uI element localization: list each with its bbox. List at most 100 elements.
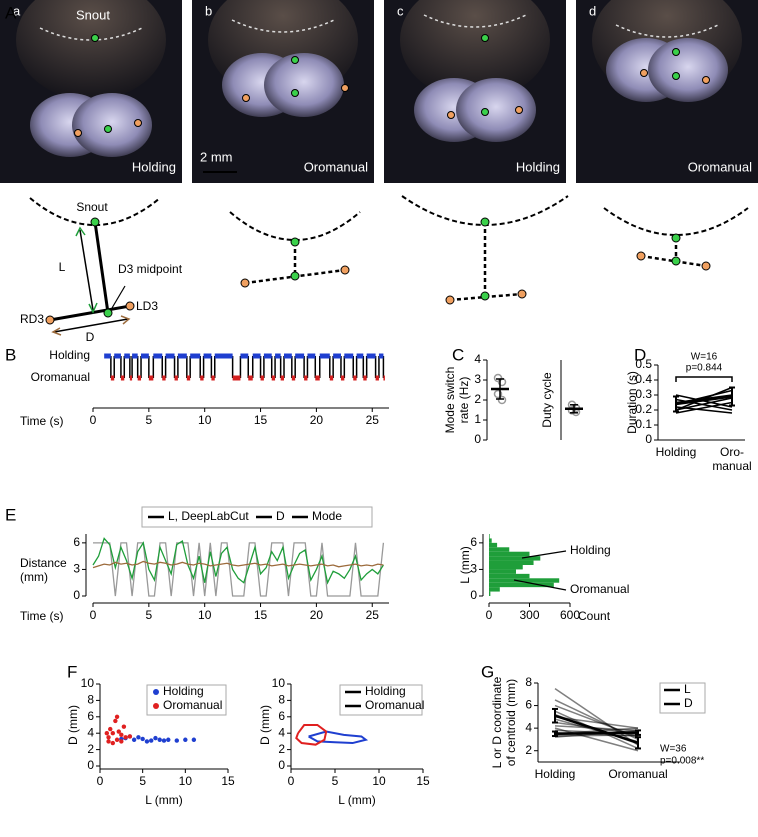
y-axis-label: D (mm) bbox=[66, 705, 80, 745]
x-tick-label: 600 bbox=[560, 608, 580, 622]
point bbox=[157, 737, 162, 742]
x-tick-label: 5 bbox=[332, 774, 339, 788]
photo-landmark bbox=[291, 89, 299, 97]
legend-label: Oromanual bbox=[365, 698, 424, 712]
mode-segment bbox=[137, 375, 142, 381]
snout-point bbox=[480, 217, 490, 227]
legend-label: Oromanual bbox=[163, 698, 222, 712]
mode-segment bbox=[356, 353, 364, 359]
mode-segment bbox=[110, 375, 115, 381]
y-tick-label: 4 bbox=[278, 725, 285, 739]
photo-landmark bbox=[672, 48, 680, 56]
y-axis-label: L (mm) bbox=[458, 546, 472, 584]
annotation: p=0.844 bbox=[686, 363, 723, 374]
point bbox=[174, 738, 179, 743]
mode-segment bbox=[132, 353, 138, 359]
mode-segment bbox=[200, 375, 204, 381]
legend-label: Holding bbox=[163, 684, 204, 698]
mode-segment bbox=[307, 353, 316, 359]
mode-segment bbox=[378, 353, 384, 359]
annotation: p=0.008** bbox=[660, 756, 704, 767]
ld3-point bbox=[125, 301, 135, 311]
ld3-point bbox=[340, 265, 350, 275]
photo-landmark bbox=[74, 129, 82, 137]
mode-segment bbox=[240, 353, 249, 359]
y-tick-label: 10 bbox=[81, 676, 95, 690]
y-tick-label: 3 bbox=[73, 562, 80, 576]
subject-line bbox=[675, 406, 733, 414]
l-line bbox=[94, 221, 109, 314]
photo-landmark bbox=[702, 76, 710, 84]
mode-segment bbox=[363, 375, 367, 381]
mode-segment bbox=[304, 375, 308, 381]
x-tick-label: 15 bbox=[416, 774, 430, 788]
histogram-bar bbox=[489, 547, 510, 552]
photo-paw bbox=[456, 78, 536, 142]
x-tick-label: 15 bbox=[221, 774, 235, 788]
mode-segment bbox=[165, 353, 175, 359]
point bbox=[119, 739, 124, 744]
annotation: W=16 bbox=[691, 352, 718, 363]
point bbox=[113, 718, 118, 724]
point bbox=[106, 739, 111, 744]
diagram-label: D3 midpoint bbox=[118, 262, 183, 276]
x-tick-label: 10 bbox=[198, 413, 212, 427]
x-tick-label: 5 bbox=[139, 774, 146, 788]
photo-label: Holding bbox=[132, 159, 176, 174]
point bbox=[104, 731, 110, 736]
mode-segment bbox=[271, 375, 276, 381]
point bbox=[183, 737, 188, 742]
diagram bbox=[29, 195, 749, 336]
point bbox=[131, 737, 137, 742]
y-tick-label: 2 bbox=[474, 392, 481, 406]
mode-segment bbox=[263, 353, 272, 359]
y-tick-label: 2 bbox=[87, 742, 94, 756]
subject-line bbox=[554, 734, 639, 737]
y-tick-label: 4 bbox=[87, 725, 94, 739]
y-tick-label: 3 bbox=[474, 372, 481, 386]
y-tick-label: 0.1 bbox=[635, 417, 652, 431]
mode-segment bbox=[153, 353, 163, 359]
series-line bbox=[92, 537, 384, 585]
y-tick-label: 8 bbox=[278, 693, 285, 707]
annotation: W=36 bbox=[660, 744, 687, 755]
annotation: Holding bbox=[570, 543, 611, 557]
rd3-point bbox=[636, 251, 646, 261]
legend-label: D bbox=[684, 696, 693, 710]
y-tick-label: 0.3 bbox=[635, 387, 652, 401]
y-axis-label: L or D coordinateof centroid (mm) bbox=[490, 676, 518, 768]
dot bbox=[497, 395, 507, 405]
mode-segment bbox=[214, 353, 233, 359]
photo-landmark bbox=[104, 125, 112, 133]
point bbox=[161, 738, 167, 743]
mode-segment bbox=[124, 353, 130, 359]
mode-segment bbox=[284, 353, 292, 359]
diagram-label: D bbox=[86, 330, 95, 344]
photo-label: Holding bbox=[516, 159, 560, 174]
y-tick-label: 6 bbox=[525, 698, 532, 712]
photo-landmark bbox=[447, 111, 455, 119]
legend-label: L, DeepLabCut bbox=[168, 509, 249, 523]
legend-box bbox=[659, 682, 706, 714]
y-tick-label: 4 bbox=[525, 720, 532, 734]
point bbox=[119, 732, 124, 738]
point bbox=[136, 735, 141, 740]
mode-segment bbox=[162, 375, 166, 381]
pointer bbox=[111, 285, 126, 309]
rd3-point bbox=[240, 278, 250, 288]
x-tick-label: 25 bbox=[366, 608, 380, 622]
mode-segment bbox=[177, 353, 187, 359]
y-tick-label: 10 bbox=[272, 676, 286, 690]
contour bbox=[308, 730, 369, 745]
snout-arc bbox=[603, 207, 749, 236]
x-tick-label: 10 bbox=[198, 608, 212, 622]
y-tick-label: 4 bbox=[474, 352, 481, 366]
mode-segment bbox=[340, 375, 345, 381]
mean-line bbox=[675, 395, 733, 406]
mode-segment bbox=[329, 375, 334, 381]
mode-segment bbox=[275, 353, 281, 359]
mode-segment bbox=[141, 353, 149, 359]
photo-paw bbox=[648, 38, 728, 102]
y-tick-label: 0 bbox=[278, 758, 285, 772]
y-tick-label: 0 bbox=[470, 588, 477, 602]
